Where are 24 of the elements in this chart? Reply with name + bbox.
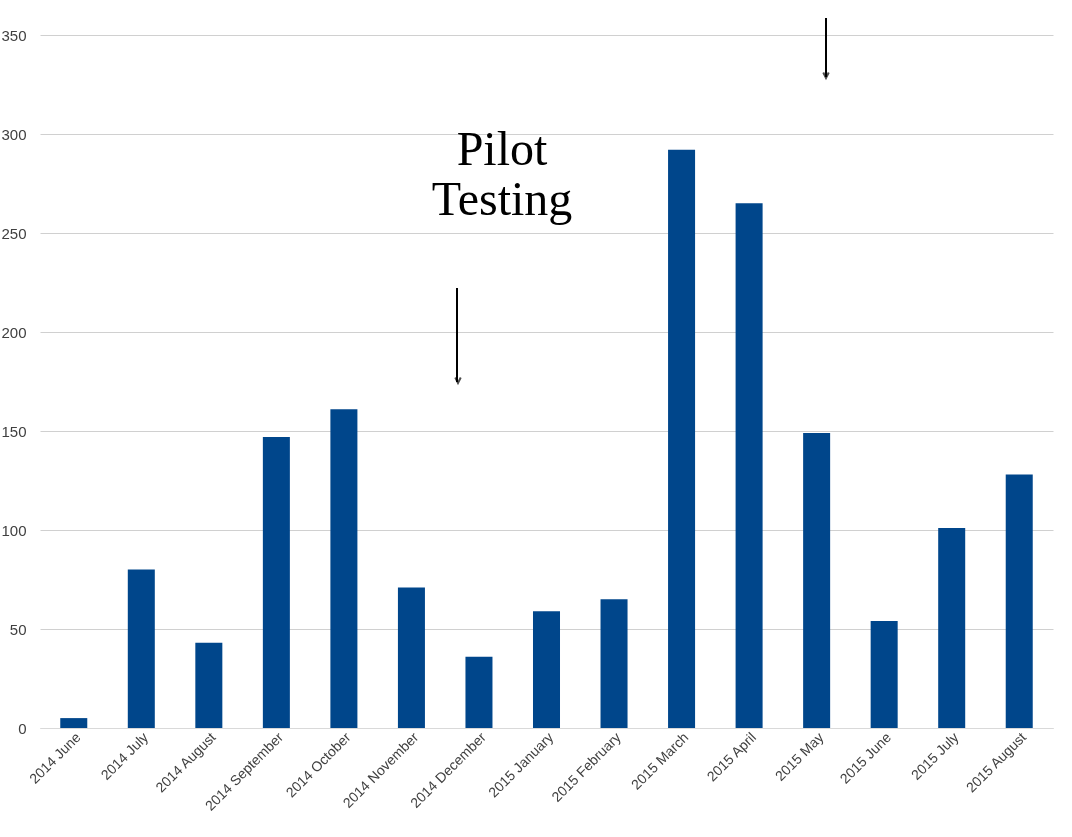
bar [127,569,155,728]
y-tick-label: 100 [1,521,27,539]
bar [195,642,223,728]
y-tick-label: 350 [1,26,27,44]
annotation: Pilot Testing [431,122,573,225]
bar [870,621,898,728]
y-tick-label: 300 [1,125,27,143]
bar [938,528,966,728]
y-tick-label: 250 [1,224,27,242]
bar [803,432,831,728]
bar [600,599,628,728]
bar [532,611,561,728]
bar [262,436,290,728]
y-tick-label: 150 [1,422,27,440]
y-tick-label: 50 [9,620,27,638]
bar [668,149,696,728]
y-tick-label: 0 [18,719,27,737]
bar [397,587,425,728]
y-tick-label: 200 [1,323,27,341]
bar [330,409,358,728]
bar [1005,474,1033,728]
bar [735,203,763,728]
bar [465,656,493,728]
bar [60,718,88,728]
